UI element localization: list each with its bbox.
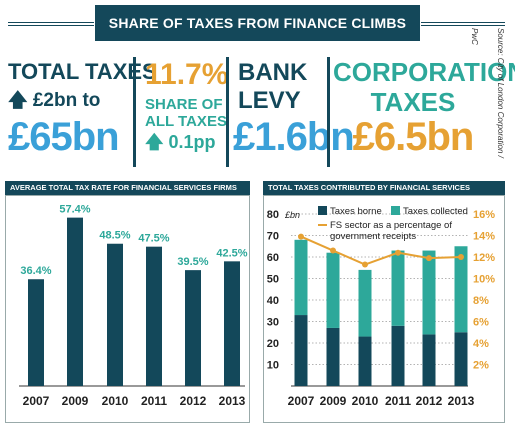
bar (146, 246, 162, 386)
kpi-bank-levy-value: £1.6bn (233, 115, 355, 159)
x-tick-label: 2010 (352, 394, 379, 408)
kpi-corporation-line2: TAXES (370, 87, 456, 117)
y-axis-unit: £bn (284, 210, 300, 220)
data-label: 36.4% (20, 265, 51, 277)
bar (224, 261, 240, 386)
line-point (330, 247, 336, 254)
bar-taxes-borne (422, 334, 436, 386)
x-tick-label: 2009 (62, 394, 89, 408)
bar-taxes-borne (391, 325, 405, 386)
kpi-share-line1: SHARE OF (145, 96, 223, 113)
kpi-total-taxes-value: £65bn (8, 115, 120, 159)
x-tick-label: 2013 (219, 394, 246, 408)
bar-taxes-borne (454, 332, 468, 386)
legend-swatch-taxes-collected (391, 206, 400, 215)
bar-taxes-borne (358, 336, 372, 386)
banner-stripes-left (8, 22, 94, 26)
x-tick-label: 2011 (385, 394, 411, 408)
y-tick-label: 40 (267, 295, 279, 307)
y-tick-label: 80 (267, 209, 279, 221)
kpi-share-change-text: 0.1pp (168, 132, 216, 152)
kpi-share-change: 🡅 0.1pp (145, 132, 216, 152)
bar (67, 217, 83, 386)
legend-label-line: government receipts (330, 231, 416, 242)
x-tick-label: 2009 (320, 394, 347, 408)
x-tick-label: 2012 (416, 394, 443, 408)
y-tick-label: 70 (267, 231, 279, 243)
data-label: 39.5% (177, 256, 208, 268)
source-note: Source: City of London Corporation / PwC (470, 28, 505, 158)
bar (28, 279, 44, 386)
line-point (458, 254, 464, 260)
x-tick-label: 2013 (448, 394, 475, 408)
kpi-total-taxes-change-text: £2bn to (32, 90, 101, 111)
line-point (298, 233, 304, 240)
line-fs-percentage (300, 235, 462, 266)
divider-1 (133, 57, 136, 167)
y2-tick-label: 14% (473, 231, 495, 243)
kpi-corporation-line1: CORPORATION (333, 57, 515, 87)
x-tick-label: 2010 (102, 394, 129, 408)
left-chart-title: AVERAGE TOTAL TAX RATE FOR FINANCIAL SER… (5, 181, 250, 195)
y-tick-label: 20 (267, 338, 279, 350)
kpi-total-taxes-change: 🡅 £2bn to (8, 90, 100, 112)
right-chart-title: TOTAL TAXES CONTRIBUTED BY FINANCIAL SER… (263, 181, 505, 195)
y2-tick-label: 4% (473, 338, 489, 350)
y-tick-label: 30 (267, 317, 279, 329)
bar (107, 243, 123, 386)
bar-taxes-collected (358, 269, 372, 337)
line-point (426, 255, 432, 262)
up-arrow-icon: 🡅 (8, 90, 28, 111)
bar-taxes-borne (326, 327, 340, 386)
bar (185, 270, 201, 386)
bar-taxes-collected (326, 252, 340, 328)
right-chart-panel (263, 195, 505, 423)
divider-2 (226, 57, 229, 167)
kpi-bank-levy-line2: LEVY (238, 87, 301, 114)
kpi-bank-levy-line1: BANK (238, 59, 308, 86)
bar-taxes-collected (422, 250, 436, 335)
left-chart: 36.4% 2007 57.4% 2009 48.5% 2010 47.5% 2011 39.5… (19, 204, 248, 408)
banner-title: SHARE OF TAXES FROM FINANCE CLIMBS AGAIN (95, 5, 420, 67)
kpi-share-pct: 11.7% (145, 58, 229, 91)
kpi-total-taxes-title: TOTAL TAXES (8, 59, 157, 84)
right-chart: 10 20 30 40 50 60 70 80 £bn 2% 4% 6% 8% 10% 12% 14% 16% 2… (267, 206, 495, 408)
banner-stripes-right (421, 22, 505, 26)
y2-tick-label: 6% (473, 317, 489, 329)
y-tick-label: 50 (267, 274, 279, 286)
kpi-share-line2: ALL TAXES (145, 113, 227, 130)
y2-tick-label: 12% (473, 252, 495, 264)
kpi-corporation-value: £6.5bn (352, 115, 475, 159)
y-tick-label: 60 (267, 252, 279, 264)
y2-tick-label: 16% (473, 209, 495, 221)
left-chart-panel (5, 195, 250, 423)
y2-tick-label: 10% (473, 274, 495, 286)
data-label: 48.5% (99, 230, 130, 242)
line-point (362, 261, 368, 268)
x-tick-label: 2007 (23, 394, 50, 408)
legend-label-line: FS sector as a percentage of (330, 220, 452, 231)
data-label: 57.4% (59, 204, 90, 216)
x-tick-label: 2011 (141, 394, 167, 408)
divider-3 (327, 57, 330, 167)
y2-tick-label: 2% (473, 360, 489, 372)
bar-taxes-borne (294, 315, 308, 386)
legend-label-fs-percentage: FS sector as a percentage of government r… (330, 220, 452, 242)
legend-swatch-taxes-borne (318, 206, 327, 215)
data-label: 47.5% (138, 233, 169, 245)
bar-taxes-collected (454, 246, 468, 333)
legend-label-taxes-collected: Taxes collected (403, 206, 468, 217)
up-arrow-icon: 🡅 (145, 132, 164, 152)
bar-taxes-collected (294, 239, 308, 316)
bar-taxes-collected (391, 250, 405, 326)
x-tick-label: 2007 (288, 394, 315, 408)
x-tick-label: 2012 (180, 394, 207, 408)
data-label: 42.5% (216, 247, 247, 259)
y-tick-label: 10 (267, 360, 279, 372)
y2-tick-label: 8% (473, 295, 489, 307)
legend-label-taxes-borne: Taxes borne (330, 206, 382, 217)
line-point (395, 249, 401, 256)
